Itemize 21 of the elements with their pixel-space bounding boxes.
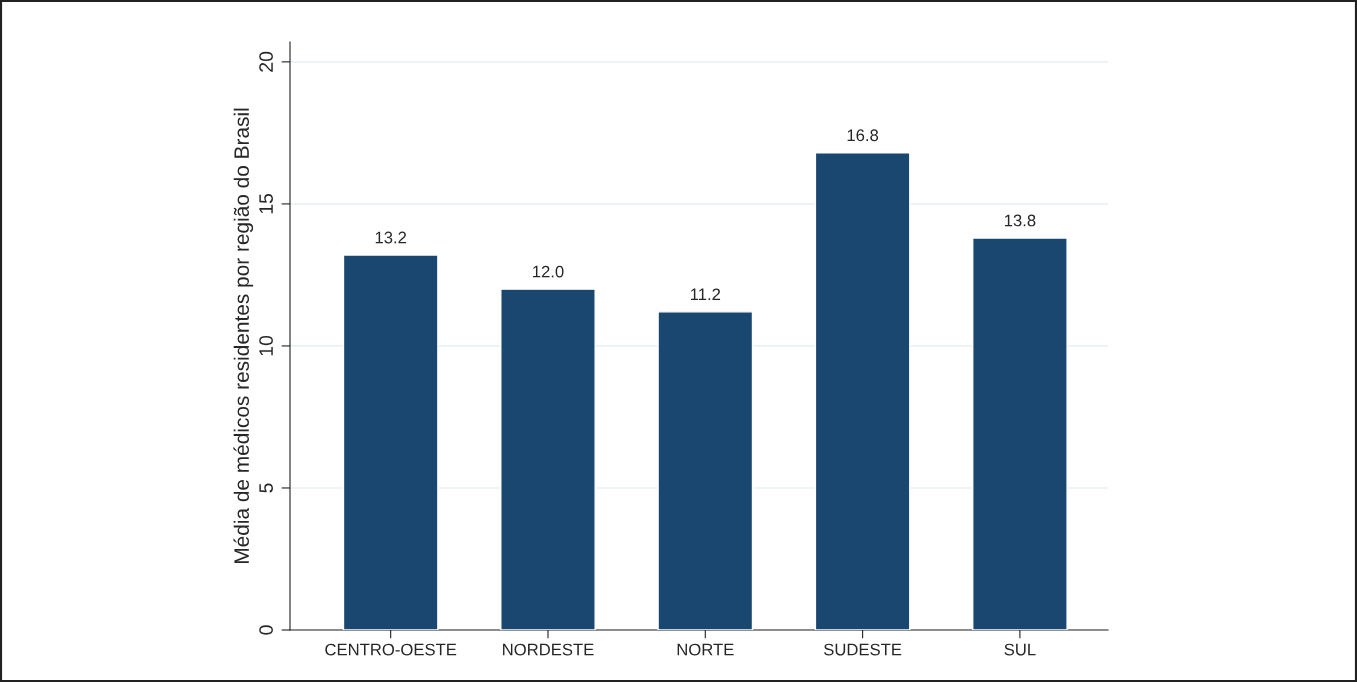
data-label: 11.2 [690,288,721,301]
y-tick-label: 5 [259,483,273,493]
y-tick-label: 10 [259,335,273,356]
x-tick-label: CENTRO-OESTE [325,643,457,656]
data-label: 13.8 [1004,214,1036,227]
bar [814,152,911,630]
y-axis-title: Média de médicos residentes por região do Brasil [233,108,254,563]
y-tick-label: 0 [259,625,273,635]
bar [657,311,754,630]
data-label: 16.8 [847,129,879,142]
x-tick-label: NORTE [677,643,734,656]
bar [972,237,1068,630]
data-label: 13.2 [375,231,407,244]
y-tick-label: 15 [259,193,273,214]
data-label: 12.0 [533,265,564,278]
x-tick-label: SUL [1004,643,1036,656]
x-tick-label: SUDESTE [824,643,902,656]
x-tick-label: NORDESTE [503,643,594,656]
bar [500,288,596,630]
y-tick-label: 20 [259,51,273,72]
bar [342,254,439,630]
